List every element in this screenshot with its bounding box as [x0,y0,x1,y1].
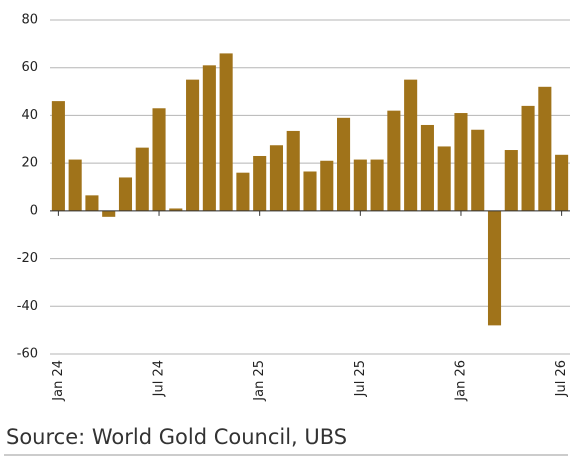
bar [236,172,250,211]
bar [353,159,367,211]
bar [437,146,451,211]
bar [118,177,133,211]
bar [487,210,502,326]
y-tick-label: 20 [21,156,38,171]
bar [202,65,216,211]
bar [320,160,334,211]
bar [68,159,82,211]
x-tick-label: Jul 26 [554,360,569,397]
bar [51,101,65,211]
bar [555,154,569,211]
y-tick-label: -20 [17,251,38,266]
y-tick-label: 80 [21,13,38,28]
bar [454,113,468,211]
bar [152,108,166,211]
x-tick-label: Jan 26 [453,360,468,402]
source-note: Source: World Gold Council, UBS [6,425,347,449]
bar [538,86,552,211]
bar [404,79,418,211]
y-tick-label: -40 [17,299,38,314]
y-tick-label: -60 [17,347,38,362]
y-tick-label: 0 [30,203,38,218]
bar [337,117,351,211]
bar [521,105,535,211]
x-tick-label: Jul 24 [152,360,167,397]
bar [269,145,283,211]
bar [471,129,485,211]
x-tick-label: Jan 25 [252,360,267,402]
bar [387,110,401,211]
y-tick-label: 60 [21,60,38,75]
x-tick-label: Jan 24 [51,360,66,402]
bar [303,171,317,211]
bar [186,79,200,211]
bar [85,195,99,211]
bar [286,130,300,211]
bar [219,53,233,211]
bar [135,147,149,211]
bar [102,210,116,217]
bar [169,208,183,211]
bar [420,124,434,211]
bar [370,159,384,211]
bar [253,155,267,211]
x-tick-label: Jul 25 [353,360,368,397]
bar [504,150,518,211]
y-tick-label: 40 [21,108,38,123]
